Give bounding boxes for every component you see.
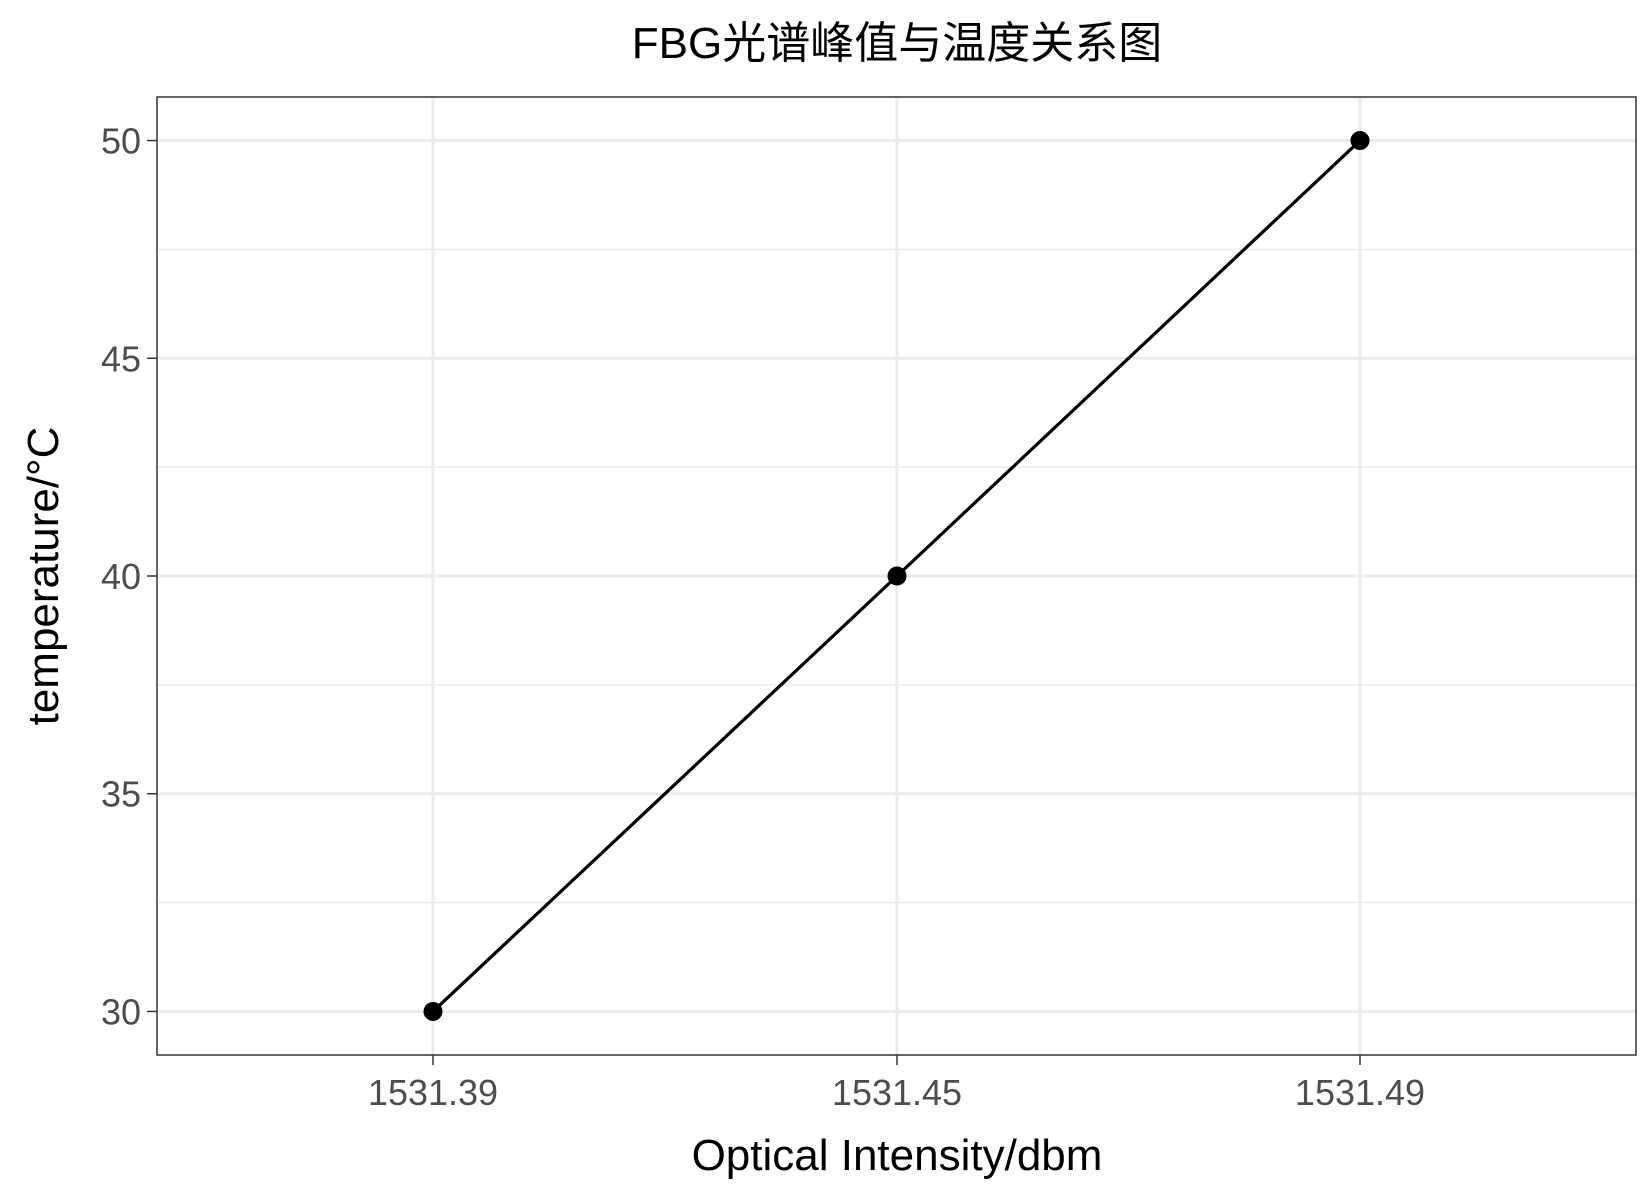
x-tick-label: 1531.49 bbox=[1295, 1072, 1425, 1113]
data-point bbox=[887, 566, 907, 586]
y-tick-label: 40 bbox=[101, 556, 141, 597]
x-tick-label: 1531.39 bbox=[368, 1072, 498, 1113]
axis-layer: 30 35 40 45 50 1531.39 1531.45 1531.49 bbox=[101, 121, 1425, 1113]
data-point bbox=[1350, 131, 1370, 151]
data-layer bbox=[423, 131, 1370, 1021]
x-tick-label: 1531.45 bbox=[832, 1072, 962, 1113]
y-tick-label: 45 bbox=[101, 338, 141, 379]
y-tick-label: 50 bbox=[101, 121, 141, 162]
grid-layer bbox=[157, 97, 1636, 1055]
data-point bbox=[423, 1001, 443, 1021]
y-tick-label: 35 bbox=[101, 774, 141, 815]
chart-title: FBG光谱峰值与温度关系图 bbox=[632, 19, 1162, 68]
y-axis-label: temperature/°C bbox=[19, 427, 68, 726]
x-axis-label: Optical Intensity/dbm bbox=[692, 1131, 1103, 1180]
y-tick-label: 30 bbox=[101, 991, 141, 1032]
